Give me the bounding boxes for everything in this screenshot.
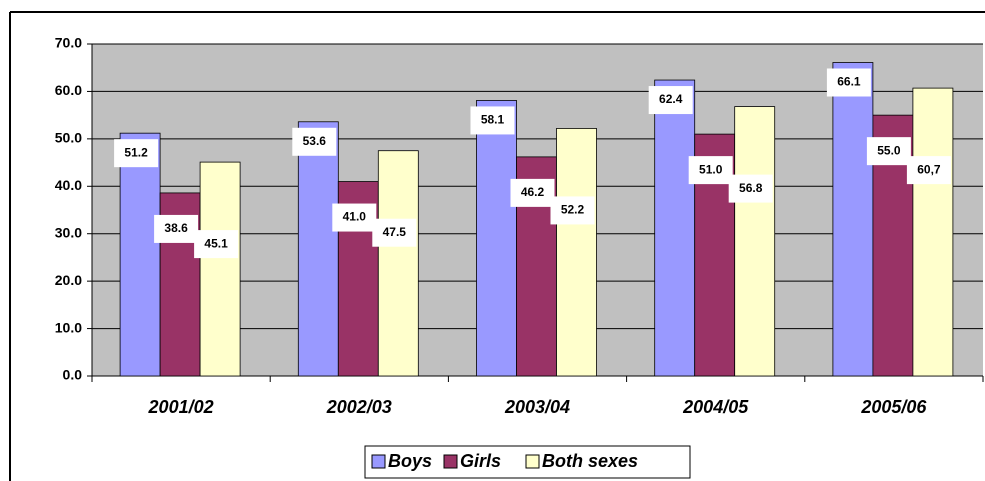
y-tick-label: 20.0 xyxy=(55,272,82,288)
bar xyxy=(476,100,517,377)
value-label: 60,7 xyxy=(917,162,941,176)
y-tick-label: 10.0 xyxy=(55,319,82,335)
legend-swatch xyxy=(443,454,458,469)
x-tick-label: 2002/03 xyxy=(326,397,392,417)
value-label: 47.5 xyxy=(383,225,407,239)
y-tick-label: 40.0 xyxy=(55,177,82,193)
legend-label: Boys xyxy=(388,451,432,471)
bar xyxy=(377,150,419,377)
value-label-box xyxy=(688,156,733,185)
value-label: 38.6 xyxy=(164,221,188,235)
value-label-box xyxy=(114,139,159,168)
value-label-box xyxy=(332,203,377,232)
x-tick-label: 2004/05 xyxy=(682,397,749,417)
value-label: 52.2 xyxy=(561,203,585,217)
value-label-box xyxy=(906,156,951,185)
bar xyxy=(119,132,161,377)
legend-swatch xyxy=(525,454,540,469)
value-label: 56.8 xyxy=(739,181,763,195)
bar xyxy=(199,161,241,377)
value-label-box xyxy=(470,106,515,135)
value-label-box xyxy=(728,174,773,203)
value-label-box xyxy=(372,218,417,247)
value-label: 51.2 xyxy=(124,145,148,159)
value-label: 62.4 xyxy=(659,92,683,106)
value-label: 55.0 xyxy=(877,143,901,157)
bar xyxy=(734,106,776,377)
bar xyxy=(654,79,696,377)
bar xyxy=(832,62,874,377)
x-tick-label: 2005/06 xyxy=(860,397,927,417)
value-label-box xyxy=(194,230,239,259)
value-label: 51.0 xyxy=(699,162,723,176)
value-label: 66.1 xyxy=(837,75,861,89)
y-tick-label: 30.0 xyxy=(55,224,82,240)
bar xyxy=(297,121,339,377)
y-tick-label: 0.0 xyxy=(63,367,83,383)
y-tick-label: 50.0 xyxy=(55,130,82,146)
value-label: 45.1 xyxy=(204,236,228,250)
bar xyxy=(912,87,954,377)
legend-label: Both sexes xyxy=(542,451,638,471)
value-label-box xyxy=(826,68,871,97)
value-label: 58.1 xyxy=(481,113,505,127)
value-label: 53.6 xyxy=(303,134,327,148)
value-label: 46.2 xyxy=(521,185,545,199)
value-label-box xyxy=(866,137,911,166)
value-label-box xyxy=(292,127,337,156)
legend-swatch xyxy=(371,454,386,469)
legend-label: Girls xyxy=(460,451,501,471)
bar xyxy=(556,128,597,377)
value-label-box xyxy=(510,178,555,207)
x-tick-label: 2003/04 xyxy=(504,397,570,417)
value-label-box xyxy=(154,214,199,243)
y-tick-label: 70.0 xyxy=(55,35,82,51)
value-label-box xyxy=(550,196,595,225)
y-tick-label: 60.0 xyxy=(55,82,82,98)
value-label: 41.0 xyxy=(343,210,367,224)
x-tick-label: 2001/02 xyxy=(148,397,214,417)
value-label-box xyxy=(648,86,693,115)
